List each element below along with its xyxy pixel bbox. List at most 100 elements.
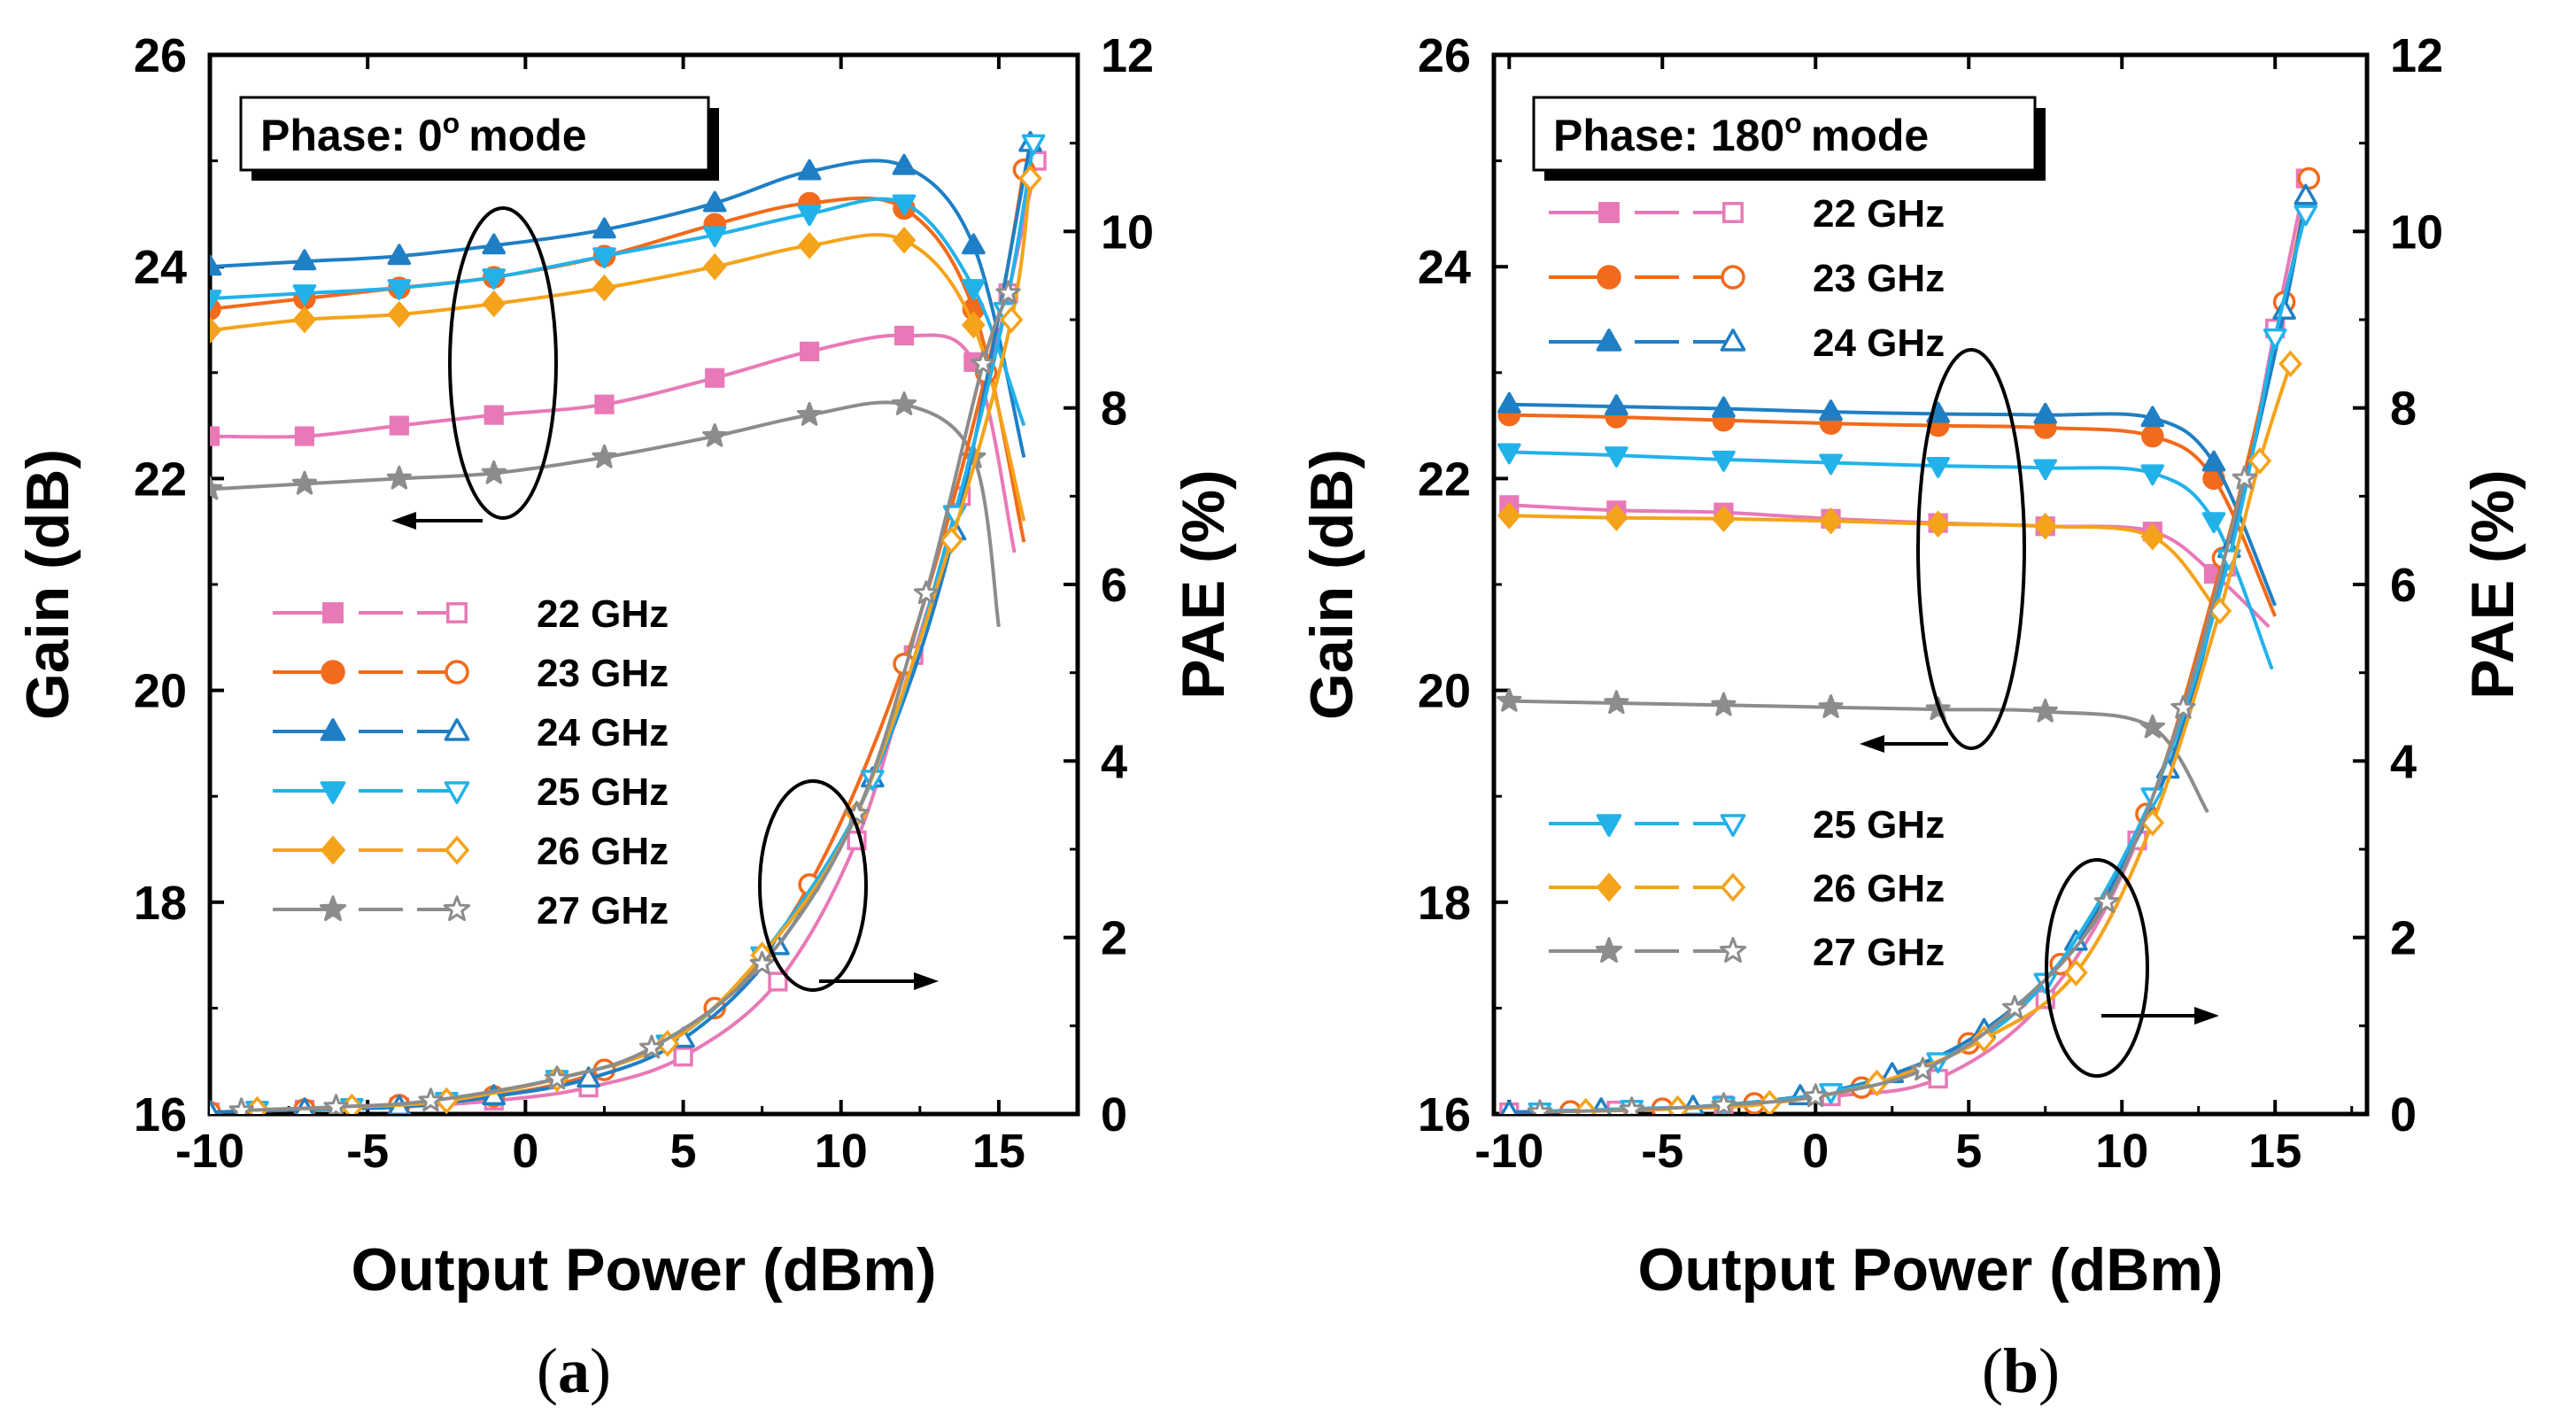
y-axis-right: 0 2 4 6 8 10 12: [2353, 29, 2443, 1141]
y-tick-label: 20: [1418, 665, 1471, 718]
gain-point-27-ghz: [1604, 690, 1629, 715]
gain-point-23-ghz: [2141, 424, 2164, 448]
x-tick-label: 15: [2248, 1125, 2301, 1178]
pae-point-26-ghz: [2278, 350, 2302, 378]
legend-marker-filled: [1596, 872, 1622, 902]
y-tick-label: 26: [134, 29, 187, 82]
y2-tick-label: 10: [2390, 205, 2443, 259]
gain-point-25-ghz: [210, 290, 222, 311]
gain-point-24-ghz: [2140, 406, 2165, 428]
y-tick-label: 24: [1418, 241, 1471, 294]
gain-point-24-ghz: [592, 217, 616, 239]
y2-axis-label: PAE (%): [1170, 469, 1237, 699]
phase-mode-text: Phase: 180: [1553, 111, 1784, 160]
gain-series-25-ghz: [1497, 443, 2274, 670]
caption-a-close: ): [590, 1335, 611, 1406]
gain-point-24-ghz: [892, 153, 917, 175]
annotations: [391, 206, 939, 992]
pae-point-27-ghz: [1803, 1083, 1829, 1108]
gain-point-25-ghz: [797, 205, 822, 227]
x-tick-label: 10: [2095, 1125, 2148, 1178]
legend-item-27-ghz: 27 GHz: [1549, 931, 1945, 974]
pae-line-23-ghz: [210, 169, 1026, 1114]
gain-point-25-ghz: [1819, 453, 1843, 476]
gain-point-26-ghz: [387, 300, 412, 329]
pae-point-25-ghz: [2263, 328, 2287, 350]
legend-marker-hollow: [1720, 872, 1746, 902]
pae-series-22-ghz: [1499, 168, 2316, 1114]
legend-label: 25 GHz: [537, 770, 669, 814]
gain-point-27-ghz: [2139, 714, 2165, 739]
gain-point-24-ghz: [210, 254, 222, 276]
gain-point-26-ghz: [1819, 507, 1843, 535]
gain-point-26-ghz: [892, 226, 917, 254]
legend-item-27-ghz: 27 GHz: [273, 889, 669, 932]
gain-point-27-ghz: [386, 465, 412, 490]
plot-frame: [207, 52, 1080, 1117]
gain-point-27-ghz: [797, 401, 823, 426]
gain-point-24-ghz: [292, 249, 317, 271]
legend-item-23-ghz: 23 GHz: [1549, 257, 1945, 300]
legend-label: 27 GHz: [537, 889, 669, 932]
pae-point-27-ghz: [2170, 694, 2196, 719]
caption-a: (a): [537, 1335, 611, 1406]
y2-tick-label: 10: [1101, 205, 1154, 259]
legend-label: 23 GHz: [1813, 257, 1945, 300]
y2-tick-label: 12: [1101, 29, 1154, 82]
y-axis-left: 16 18 20 22 24 26: [134, 29, 224, 1141]
gain-series-24-ghz: [210, 153, 1026, 458]
pae-ellipse: [2045, 858, 2149, 1078]
caption-b: (b): [1982, 1335, 2060, 1406]
legend-marker-hollow: [446, 602, 468, 623]
phase-mode-suffix: mode: [468, 111, 586, 160]
y-tick-label: 22: [134, 453, 187, 506]
phase-mode-box: Phase: 180o mode: [1532, 96, 2046, 181]
pae-point-25-ghz: [1021, 134, 1046, 156]
pae-point-27-ghz: [228, 1097, 254, 1114]
legend-marker-filled: [1598, 202, 1620, 223]
caption-a-label: a: [558, 1335, 590, 1406]
legend-marker-filled: [320, 718, 346, 741]
y2-tick-label: 6: [2390, 559, 2417, 612]
gain-point-22-ghz: [799, 341, 820, 361]
gain-point-24-ghz: [1605, 394, 1628, 416]
gain-point-22-ghz: [594, 394, 615, 414]
legend-item-26-ghz: 26 GHz: [273, 830, 669, 873]
gain-point-25-ghz: [387, 279, 412, 300]
right-arrow-icon: [914, 972, 939, 990]
x-tick-label: 10: [815, 1125, 868, 1178]
legend: 25 GHz 26 GHz 27 GHz: [1549, 803, 1945, 974]
y-tick-label: 16: [134, 1088, 187, 1141]
phase-mode-suffix: mode: [1811, 111, 1929, 160]
gain-ellipse: [448, 206, 558, 520]
pae-point-26-ghz: [655, 1029, 680, 1057]
y-tick-label: 16: [1418, 1088, 1471, 1141]
legend-marker-hollow: [443, 895, 471, 922]
pae-point-26-ghz: [940, 526, 963, 554]
y-tick-label: 20: [134, 665, 187, 718]
legend-label: 25 GHz: [1813, 803, 1945, 847]
x-tick-label: 0: [1802, 1125, 1829, 1178]
legend-marker-hollow: [1720, 329, 1746, 352]
gain-point-22-ghz: [210, 426, 220, 446]
left-arrow-icon: [1860, 735, 1884, 753]
gain-point-25-ghz: [962, 279, 986, 300]
y2-tick-label: 8: [1101, 383, 1127, 436]
legend-label: 26 GHz: [537, 830, 669, 873]
gain-line-25-ghz: [210, 197, 1026, 427]
x-axis: -10 -5 0 5 10 15: [1474, 55, 2354, 1178]
phase-mode-text: Phase: 0: [260, 111, 443, 160]
y-axis-label: Gain (dB): [14, 449, 81, 720]
phase-box-frame: [239, 96, 710, 172]
pae-point-26-ghz: [2064, 959, 2088, 987]
legend-marker-filled: [1596, 814, 1622, 837]
gain-point-26-ghz: [1497, 501, 1521, 530]
y2-tick-label: 0: [2390, 1088, 2417, 1141]
gain-line-25-ghz: [1509, 450, 2274, 670]
pae-point-24-ghz: [210, 1100, 220, 1114]
y-tick-label: 18: [134, 877, 187, 930]
gain-point-27-ghz: [702, 422, 728, 447]
pae-point-27-ghz: [2232, 465, 2257, 490]
